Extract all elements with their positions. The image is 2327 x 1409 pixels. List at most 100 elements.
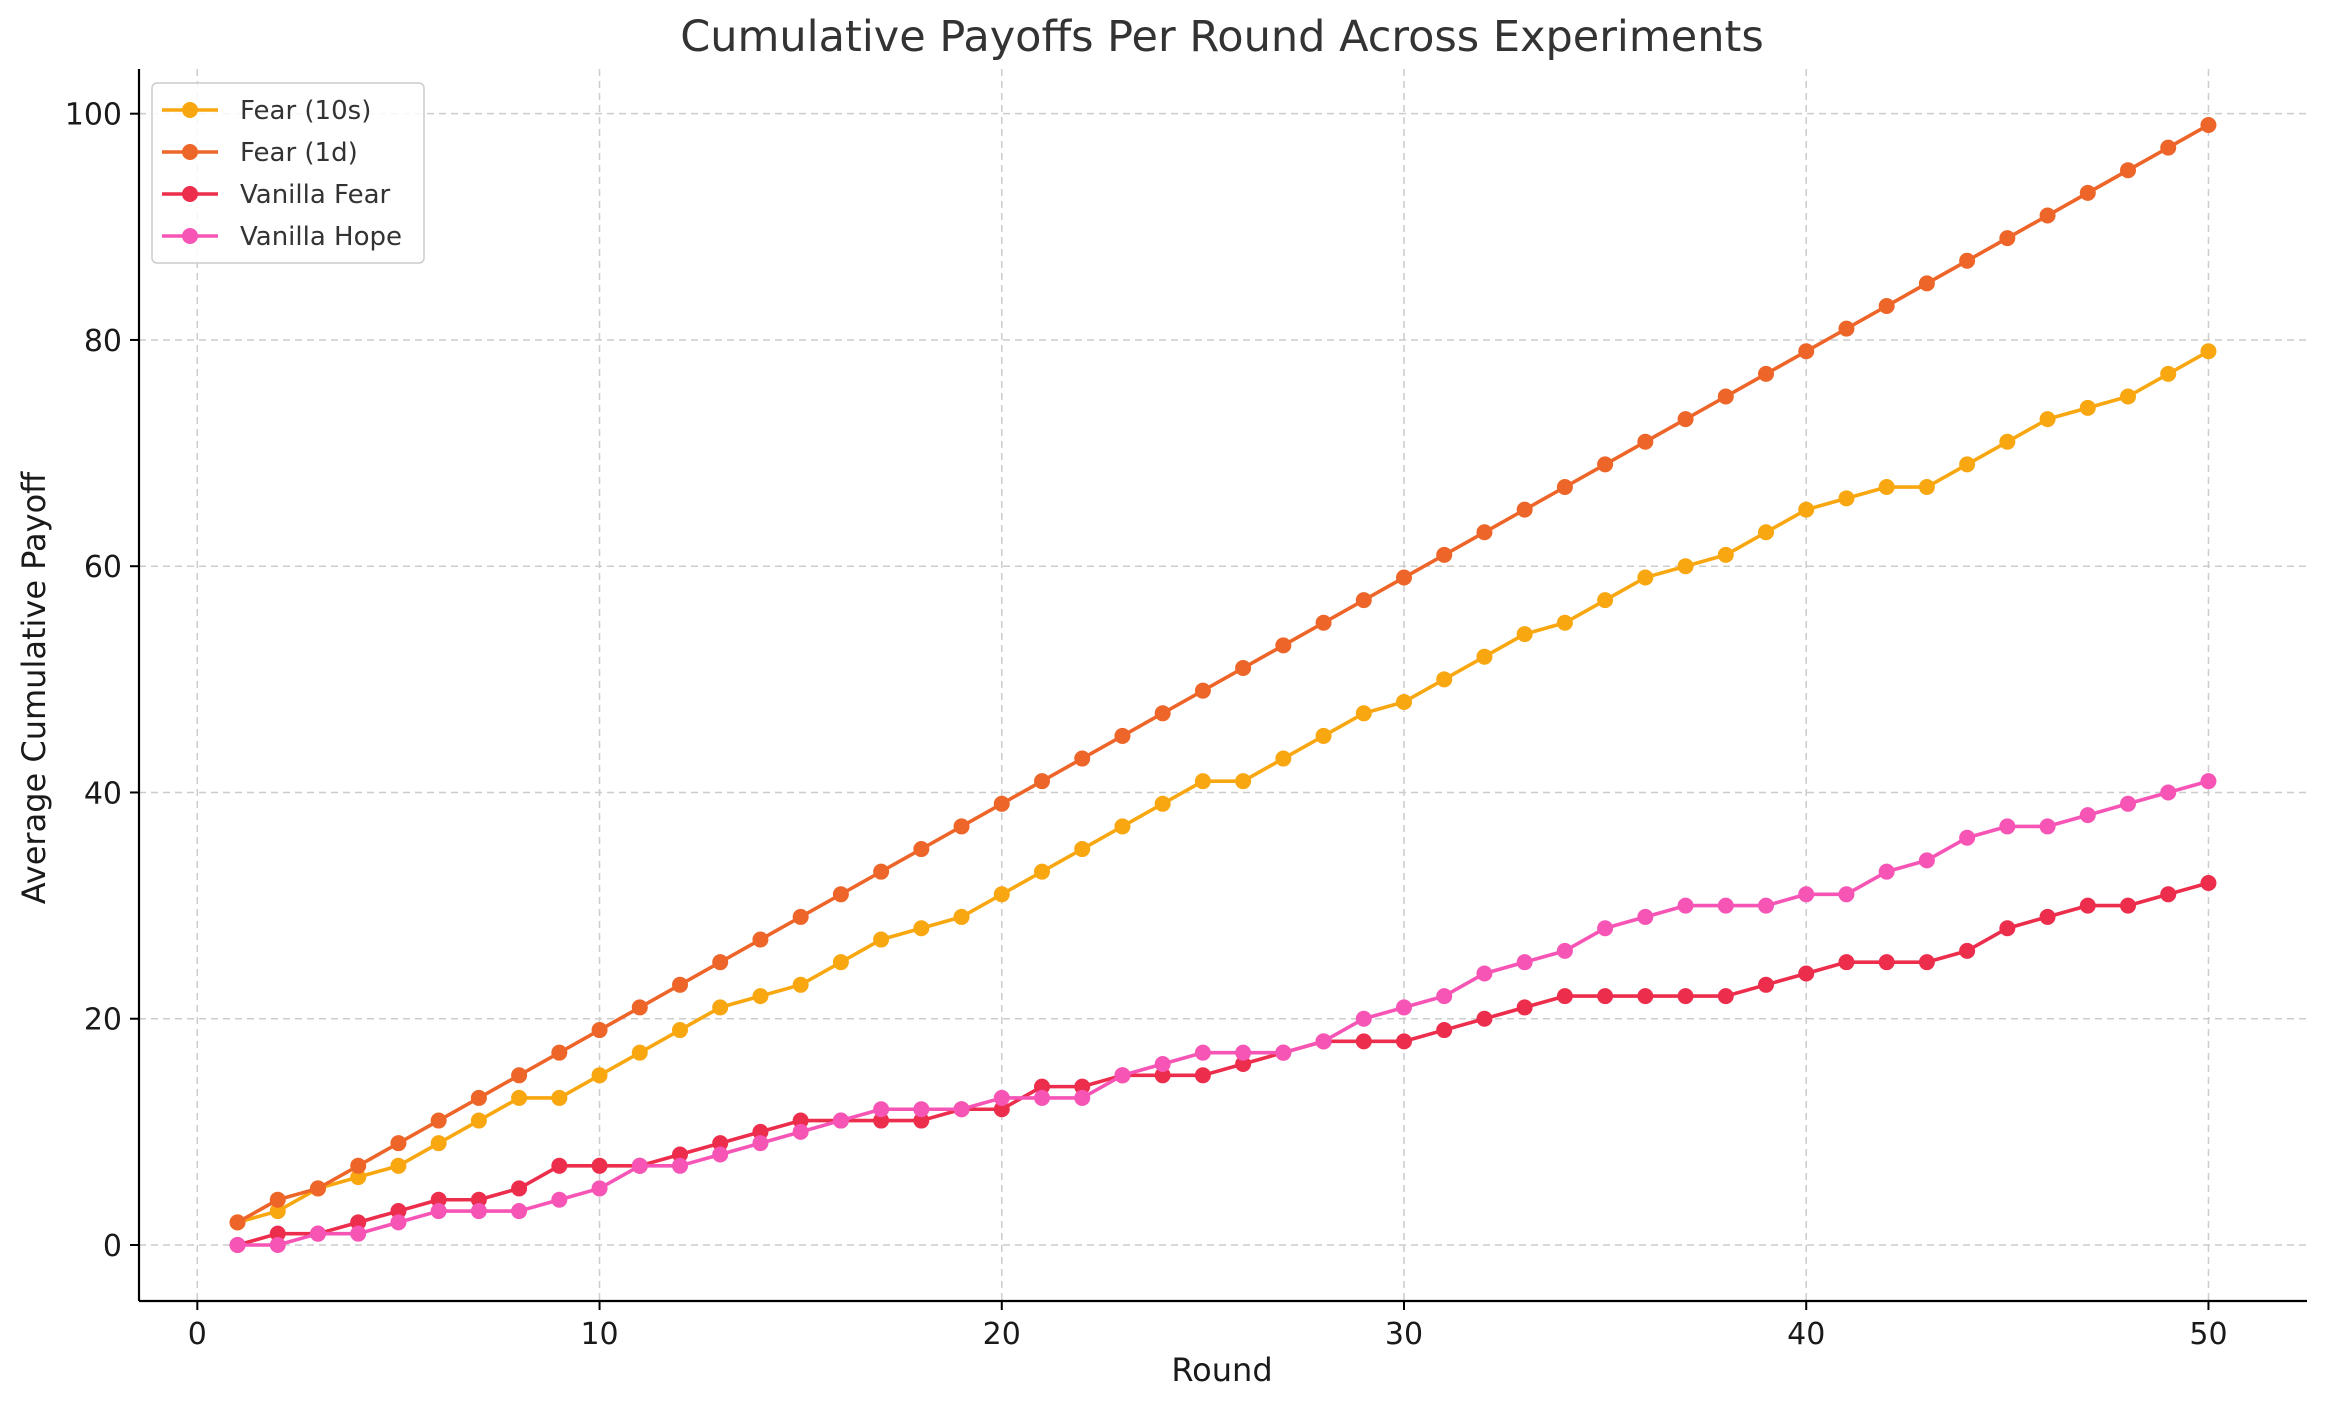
data-point — [832, 1112, 849, 1129]
data-point — [1154, 1067, 1171, 1084]
data-point — [953, 1101, 970, 1118]
data-point — [1194, 682, 1211, 699]
data-point — [671, 1157, 688, 1174]
data-point — [1074, 1078, 1091, 1095]
series-2 — [229, 874, 2217, 1253]
data-point — [1999, 230, 2016, 247]
data-point — [511, 1180, 528, 1197]
data-point — [2160, 886, 2177, 903]
data-point — [913, 841, 930, 858]
data-point — [873, 863, 890, 880]
data-point — [1918, 479, 1935, 496]
data-point — [1154, 1055, 1171, 1072]
data-point — [1194, 773, 1211, 790]
data-point — [1637, 569, 1654, 586]
gridlines — [139, 69, 2307, 1301]
data-point — [1999, 433, 2016, 450]
data-point — [1396, 1033, 1413, 1050]
data-point — [1114, 818, 1131, 835]
legend-item: Vanilla Fear — [162, 180, 391, 210]
data-point — [350, 1214, 367, 1231]
data-point — [1677, 558, 1694, 575]
data-point — [1033, 863, 1050, 880]
data-point — [1516, 954, 1533, 971]
data-point — [671, 976, 688, 993]
y-tick-label: 100 — [65, 98, 122, 133]
data-point — [1918, 852, 1935, 869]
y-tick-label: 60 — [84, 550, 122, 585]
data-point — [269, 1191, 286, 1208]
data-point — [631, 1157, 648, 1174]
data-point — [2160, 784, 2177, 801]
data-point — [1355, 592, 1372, 609]
data-point — [1959, 942, 1976, 959]
data-point — [1556, 988, 1573, 1005]
data-point — [712, 999, 729, 1016]
data-point — [1999, 920, 2016, 937]
data-point — [712, 954, 729, 971]
data-point — [1878, 479, 1895, 496]
data-point — [1637, 433, 1654, 450]
data-point — [2079, 897, 2096, 914]
data-point — [1355, 705, 1372, 722]
data-point — [1798, 501, 1815, 518]
data-point — [832, 886, 849, 903]
data-point — [1878, 954, 1895, 971]
data-point — [953, 908, 970, 925]
legend-item: Fear (1d) — [162, 138, 358, 168]
data-point — [2039, 411, 2056, 428]
data-point — [1396, 999, 1413, 1016]
legend-marker — [182, 228, 198, 244]
data-point — [591, 1180, 608, 1197]
y-axis-label: Average Cumulative Payoff — [15, 471, 53, 904]
data-point — [591, 1022, 608, 1039]
data-point — [470, 1112, 487, 1129]
data-point — [390, 1135, 407, 1152]
data-point — [1235, 1055, 1252, 1072]
data-point — [591, 1157, 608, 1174]
data-point — [752, 988, 769, 1005]
data-point — [671, 1022, 688, 1039]
data-point — [430, 1112, 447, 1129]
data-point — [1315, 727, 1332, 744]
legend-box — [151, 82, 425, 264]
x-tick-label: 20 — [983, 1317, 1021, 1352]
data-point — [1114, 727, 1131, 744]
legend-marker — [182, 102, 198, 118]
data-point — [1114, 1067, 1131, 1084]
data-point — [993, 1089, 1010, 1106]
data-point — [2120, 897, 2137, 914]
data-point — [390, 1157, 407, 1174]
data-point — [1597, 920, 1614, 937]
series-group — [229, 117, 2217, 1253]
data-point — [2039, 818, 2056, 835]
data-point — [1074, 1089, 1091, 1106]
data-point — [511, 1067, 528, 1084]
data-point — [2120, 162, 2137, 179]
data-point — [2120, 795, 2137, 812]
x-tick-label: 40 — [1787, 1317, 1825, 1352]
data-point — [1798, 965, 1815, 982]
data-point — [591, 1067, 608, 1084]
data-point — [1918, 954, 1935, 971]
data-point — [792, 976, 809, 993]
data-point — [1677, 988, 1694, 1005]
data-point — [1838, 320, 1855, 337]
data-point — [1717, 897, 1734, 914]
y-tick-label: 20 — [84, 1003, 122, 1038]
data-point — [1999, 818, 2016, 835]
chart-title: Cumulative Payoffs Per Round Across Expe… — [680, 12, 1763, 62]
series-1 — [229, 117, 2217, 1231]
data-point — [1396, 693, 1413, 710]
data-point — [2200, 117, 2217, 133]
data-point — [2039, 908, 2056, 925]
data-point — [913, 1112, 930, 1129]
data-point — [1476, 648, 1493, 665]
data-point — [1838, 954, 1855, 971]
axes — [130, 69, 2307, 1310]
data-point — [792, 908, 809, 925]
data-point — [1918, 275, 1935, 292]
data-point — [1476, 524, 1493, 541]
data-point — [1476, 965, 1493, 982]
data-point — [2039, 207, 2056, 224]
